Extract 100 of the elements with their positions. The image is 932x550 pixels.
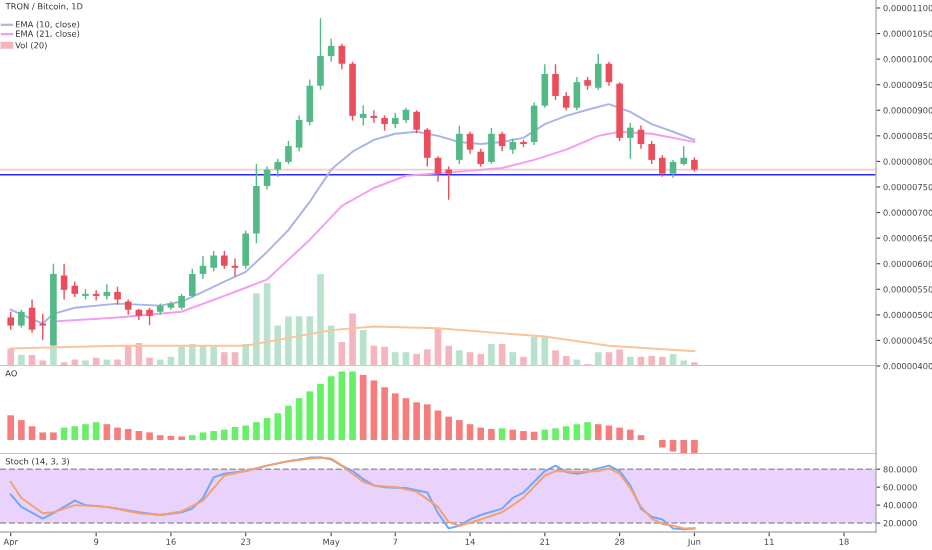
bar (584, 422, 591, 440)
bar (231, 352, 239, 366)
candlestick (626, 122, 634, 160)
bar (103, 424, 111, 440)
candlestick (456, 124, 463, 165)
bar (520, 356, 527, 366)
bar (114, 359, 121, 366)
bar (391, 393, 399, 440)
bar (327, 376, 335, 440)
candlestick (659, 154, 666, 178)
bar (552, 350, 559, 366)
bar (274, 325, 282, 366)
bar (114, 427, 121, 440)
bar (669, 439, 677, 452)
bar (359, 330, 367, 366)
bar (7, 348, 14, 366)
bar (466, 352, 474, 366)
bar (124, 428, 132, 440)
bar (680, 360, 688, 366)
bar (359, 374, 367, 440)
candlestick (573, 76, 581, 111)
bar (477, 354, 485, 366)
bar (509, 429, 517, 440)
candlestick (317, 17, 324, 91)
candlestick (359, 104, 367, 127)
bar (509, 352, 517, 366)
bar (381, 387, 388, 440)
bar (242, 343, 250, 366)
bar (669, 354, 677, 366)
bar (466, 424, 474, 440)
candlestick (413, 109, 420, 134)
bar (477, 427, 485, 440)
bar (7, 415, 14, 440)
bar (221, 352, 228, 366)
bar (562, 426, 570, 440)
bar (626, 429, 634, 440)
bar (616, 427, 623, 440)
candlestick (466, 131, 474, 155)
candlestick (338, 43, 346, 71)
candlestick (680, 145, 688, 167)
candlestick (285, 140, 292, 165)
bar (648, 355, 655, 366)
bar (370, 380, 378, 440)
bar (488, 428, 495, 440)
bar (424, 404, 431, 440)
bar (306, 316, 314, 366)
bar (199, 432, 207, 440)
bar (39, 432, 47, 440)
bar (594, 352, 602, 366)
candlestick (648, 140, 655, 165)
candlestick (530, 101, 538, 146)
bar (445, 416, 452, 440)
bar (231, 426, 239, 440)
bar (285, 405, 292, 440)
candlestick (488, 127, 495, 165)
bar (92, 422, 100, 440)
bar (39, 360, 47, 366)
bar (552, 428, 559, 440)
bar (253, 422, 260, 440)
bar (680, 439, 688, 453)
bar (562, 355, 570, 366)
bar (156, 359, 164, 366)
bar (82, 360, 89, 366)
bar (594, 424, 602, 440)
bar (210, 431, 217, 440)
bar (306, 391, 314, 440)
candlestick (253, 163, 260, 244)
bar (18, 420, 25, 440)
bar (124, 345, 132, 366)
bar (146, 357, 153, 366)
bar (317, 383, 324, 440)
bar (659, 356, 666, 366)
bar (210, 346, 217, 366)
bar (263, 418, 271, 440)
bar (488, 343, 495, 366)
candlestick (541, 63, 549, 109)
bar (71, 426, 79, 440)
bar (253, 293, 260, 366)
candlestick (210, 250, 217, 273)
bar (317, 274, 324, 366)
bar (413, 402, 420, 440)
line-series (9, 103, 696, 325)
bar (424, 349, 431, 366)
candlestick (39, 313, 47, 341)
bar (82, 424, 89, 440)
bar (242, 425, 250, 440)
bar (605, 352, 613, 366)
bar (616, 349, 623, 366)
bar (659, 439, 666, 448)
bar (349, 371, 356, 440)
bar (413, 354, 420, 366)
bar (338, 371, 346, 440)
bar (285, 316, 292, 366)
bar (188, 343, 196, 366)
bar (274, 413, 282, 440)
bar (28, 354, 36, 366)
bar (50, 345, 57, 366)
candlestick (28, 298, 36, 334)
candlestick (306, 78, 314, 127)
bar (28, 426, 36, 440)
